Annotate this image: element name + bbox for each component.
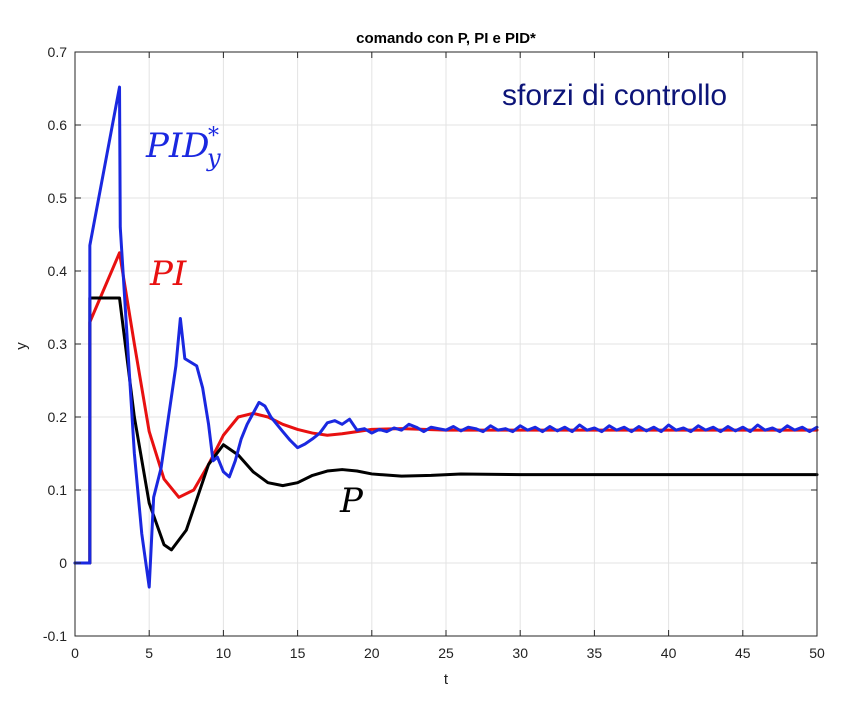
series-layer [73, 85, 819, 589]
y-tick-label: 0.7 [48, 44, 68, 60]
annotation-pid-base: PID [145, 126, 210, 166]
x-tick-label: 30 [512, 645, 528, 661]
annotation-p: P [339, 481, 364, 521]
y-tick-label: 0.4 [48, 263, 68, 279]
y-axis-label: y [13, 342, 30, 350]
annotation-pid: PID * y [145, 124, 221, 172]
y-tick-label: 0.6 [48, 117, 68, 133]
annotation-pi: PI [149, 254, 187, 294]
chart-title: comando con P, PI e PID* [356, 30, 536, 47]
series-line-p [73, 296, 819, 565]
tick-labels: 0 5 10 15 20 25 30 35 40 45 50-0.100.10.20.30.40.5… [43, 44, 825, 661]
annotation-pid-sup: * [208, 124, 219, 149]
y-tick-label: 0.1 [48, 482, 68, 498]
y-tick-label: -0.1 [43, 628, 67, 644]
x-tick-label: 35 [587, 645, 603, 661]
x-tick-label: 45 [735, 645, 751, 661]
x-tick-label: 20 [364, 645, 380, 661]
y-tick-label: 0 [59, 555, 67, 571]
x-tick-label: 40 [661, 645, 677, 661]
y-tick-label: 0.3 [48, 336, 68, 352]
x-axis-label: t [444, 671, 449, 688]
annotation-pid-sub: y [206, 144, 221, 172]
x-tick-label: 5 [145, 645, 153, 661]
x-tick-label: 0 [71, 645, 79, 661]
y-tick-label: 0.2 [48, 409, 68, 425]
ticks [74, 51, 818, 637]
x-tick-label: 10 [216, 645, 232, 661]
series-line-pi [88, 251, 819, 565]
x-tick-label: 15 [290, 645, 306, 661]
x-tick-label: 25 [438, 645, 454, 661]
series-line-pid [73, 85, 819, 589]
annotation-main: sforzi di controllo [502, 79, 727, 112]
x-tick-label: 50 [809, 645, 825, 661]
y-tick-label: 0.5 [48, 190, 68, 206]
